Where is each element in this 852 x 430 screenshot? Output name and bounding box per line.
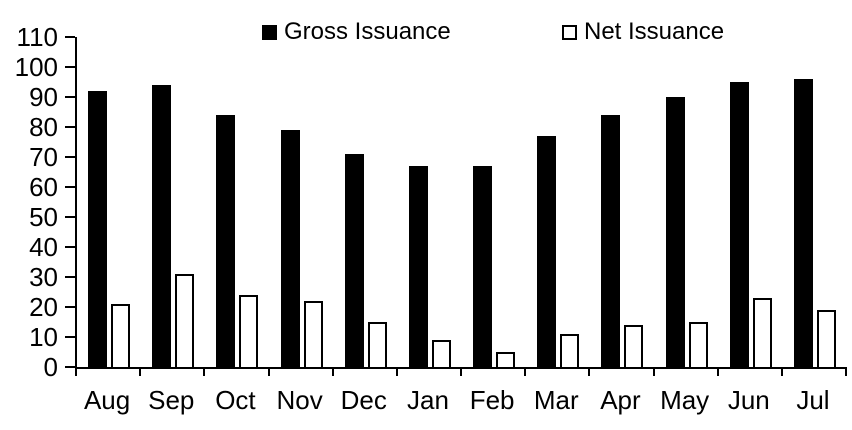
y-tick-mark — [65, 246, 75, 248]
legend-label-gross: Gross Issuance — [284, 18, 451, 45]
x-tick-mark — [524, 369, 527, 376]
legend-item-gross: Gross Issuance — [262, 19, 451, 45]
y-tick-mark — [65, 306, 75, 308]
x-tick-label-mar: Mar — [533, 385, 579, 415]
x-tick-mark — [75, 369, 77, 376]
x-tick-label-jan: Jan — [406, 385, 449, 415]
plot-area — [75, 37, 847, 369]
net-bar-mar — [560, 334, 580, 367]
y-tick-label: 60 — [29, 172, 58, 202]
bar-group-feb — [462, 37, 526, 367]
y-tick-mark — [65, 336, 75, 338]
gross-bar-oct — [216, 115, 236, 367]
x-tick-mark — [652, 369, 655, 376]
x-tick-label-may: May — [660, 385, 710, 415]
y-tick-label: 40 — [29, 232, 58, 262]
x-tick-mark — [203, 369, 206, 376]
y-tick-label: 0 — [43, 352, 58, 382]
x-tick-mark — [395, 369, 398, 376]
y-tick-mark — [65, 96, 75, 98]
x-tick-label-sep: Sep — [148, 385, 195, 415]
net-issuance-swatch-icon — [562, 24, 577, 40]
x-tick-mark — [588, 369, 591, 376]
gross-bar-may — [665, 97, 685, 367]
x-tick-mark — [331, 369, 334, 376]
y-tick-label: 20 — [29, 292, 58, 322]
bar-group-nov — [270, 37, 334, 367]
x-tick-label-feb: Feb — [469, 385, 515, 415]
bar-group-jul — [783, 37, 847, 367]
gross-bar-apr — [601, 115, 621, 367]
bar-group-sep — [141, 37, 205, 367]
y-tick-label: 10 — [29, 322, 58, 352]
x-tick-mark — [460, 369, 462, 376]
y-tick-mark — [65, 216, 75, 218]
bar-group-mar — [526, 37, 590, 367]
gross-bar-jan — [408, 166, 428, 367]
x-tick-label-nov: Nov — [276, 385, 323, 415]
y-tick-label: 30 — [29, 262, 58, 292]
y-tick-mark — [65, 36, 75, 38]
y-tick-label: 70 — [29, 142, 58, 172]
bar-group-dec — [334, 37, 398, 367]
net-bar-oct — [239, 295, 259, 367]
y-tick-mark — [65, 276, 75, 278]
x-tick-label-jun: Jun — [727, 385, 770, 415]
net-bar-feb — [496, 352, 516, 367]
y-tick-mark — [65, 66, 75, 68]
y-tick-mark — [65, 156, 75, 158]
net-bar-aug — [111, 304, 131, 367]
net-bar-may — [688, 322, 708, 367]
y-tick-label: 50 — [29, 202, 58, 232]
y-tick-label: 100 — [14, 52, 58, 82]
gross-bar-nov — [280, 130, 300, 367]
net-bar-dec — [367, 322, 387, 367]
gross-issuance-swatch-icon — [262, 24, 277, 40]
gross-bar-feb — [473, 166, 493, 367]
legend-label-net: Net Issuance — [584, 18, 725, 45]
gross-bar-dec — [344, 154, 364, 367]
gross-bar-jun — [729, 82, 749, 367]
gross-bar-aug — [88, 91, 108, 367]
net-bar-jan — [431, 340, 451, 367]
gross-bar-sep — [152, 85, 172, 367]
x-tick-label-dec: Dec — [340, 385, 387, 415]
bar-group-jan — [398, 37, 462, 367]
y-tick-mark — [65, 126, 75, 128]
net-bar-apr — [624, 325, 644, 367]
y-tick-mark — [65, 366, 75, 368]
bar-group-may — [655, 37, 719, 367]
y-tick-label: 90 — [29, 82, 58, 112]
x-tick-mark — [845, 369, 847, 376]
bar-group-oct — [205, 37, 269, 367]
x-tick-label-jul: Jul — [796, 385, 830, 415]
x-tick-mark — [267, 369, 270, 376]
x-tick-mark — [716, 369, 719, 376]
x-axis-labels: Aug Sep Oct Nov Dec Jan Feb Mar Apr May Jun Jul — [75, 386, 845, 414]
net-bar-jul — [816, 310, 836, 367]
y-tick-mark — [65, 186, 75, 188]
net-bar-jun — [752, 298, 772, 367]
bar-group-apr — [590, 37, 654, 367]
x-tick-label-oct: Oct — [215, 385, 256, 415]
y-tick-label: 110 — [16, 22, 58, 52]
x-tick-label-aug: Aug — [83, 385, 131, 415]
x-tick-label-apr: Apr — [600, 385, 641, 415]
legend-item-net: Net Issuance — [562, 19, 724, 45]
x-tick-mark — [139, 369, 142, 376]
gross-bar-mar — [537, 136, 557, 367]
net-bar-nov — [303, 301, 323, 367]
y-tick-label: 80 — [29, 112, 58, 142]
bar-group-aug — [77, 37, 141, 367]
net-bar-sep — [175, 274, 195, 367]
gross-bar-jul — [793, 79, 813, 367]
bar-group-jun — [719, 37, 783, 367]
x-tick-mark — [780, 369, 783, 376]
